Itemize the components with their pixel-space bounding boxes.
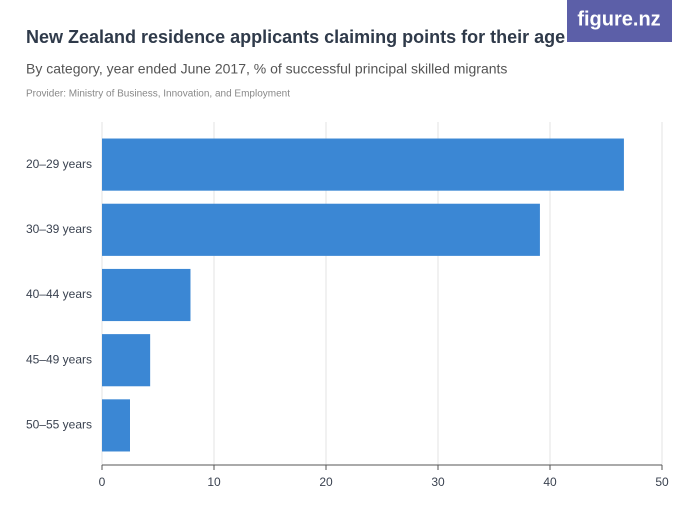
x-tick-label: 30 xyxy=(431,475,445,489)
chart-title: New Zealand residence applicants claimin… xyxy=(26,27,565,47)
x-tick-label: 20 xyxy=(319,475,333,489)
logo: figure.nz xyxy=(577,8,660,30)
chart-subtitle: By category, year ended June 2017, % of … xyxy=(26,61,507,77)
bar xyxy=(102,399,130,452)
y-tick-label: 45–49 years xyxy=(26,352,92,366)
logo-box xyxy=(567,0,672,42)
provider: Provider: Ministry of Business, Innovati… xyxy=(26,89,290,100)
y-tick-label: 50–55 years xyxy=(26,418,92,432)
bar xyxy=(102,203,540,256)
bar xyxy=(102,268,191,322)
x-tick-label: 10 xyxy=(207,475,221,489)
bar xyxy=(102,334,151,387)
y-tick-label: 40–44 years xyxy=(26,287,92,301)
bar xyxy=(102,138,624,191)
x-tick-label: 50 xyxy=(655,475,669,489)
y-tick-label: 20–29 years xyxy=(26,157,92,171)
y-tick-label: 30–39 years xyxy=(26,222,92,236)
x-tick-label: 0 xyxy=(99,475,106,489)
x-tick-label: 40 xyxy=(543,475,557,489)
